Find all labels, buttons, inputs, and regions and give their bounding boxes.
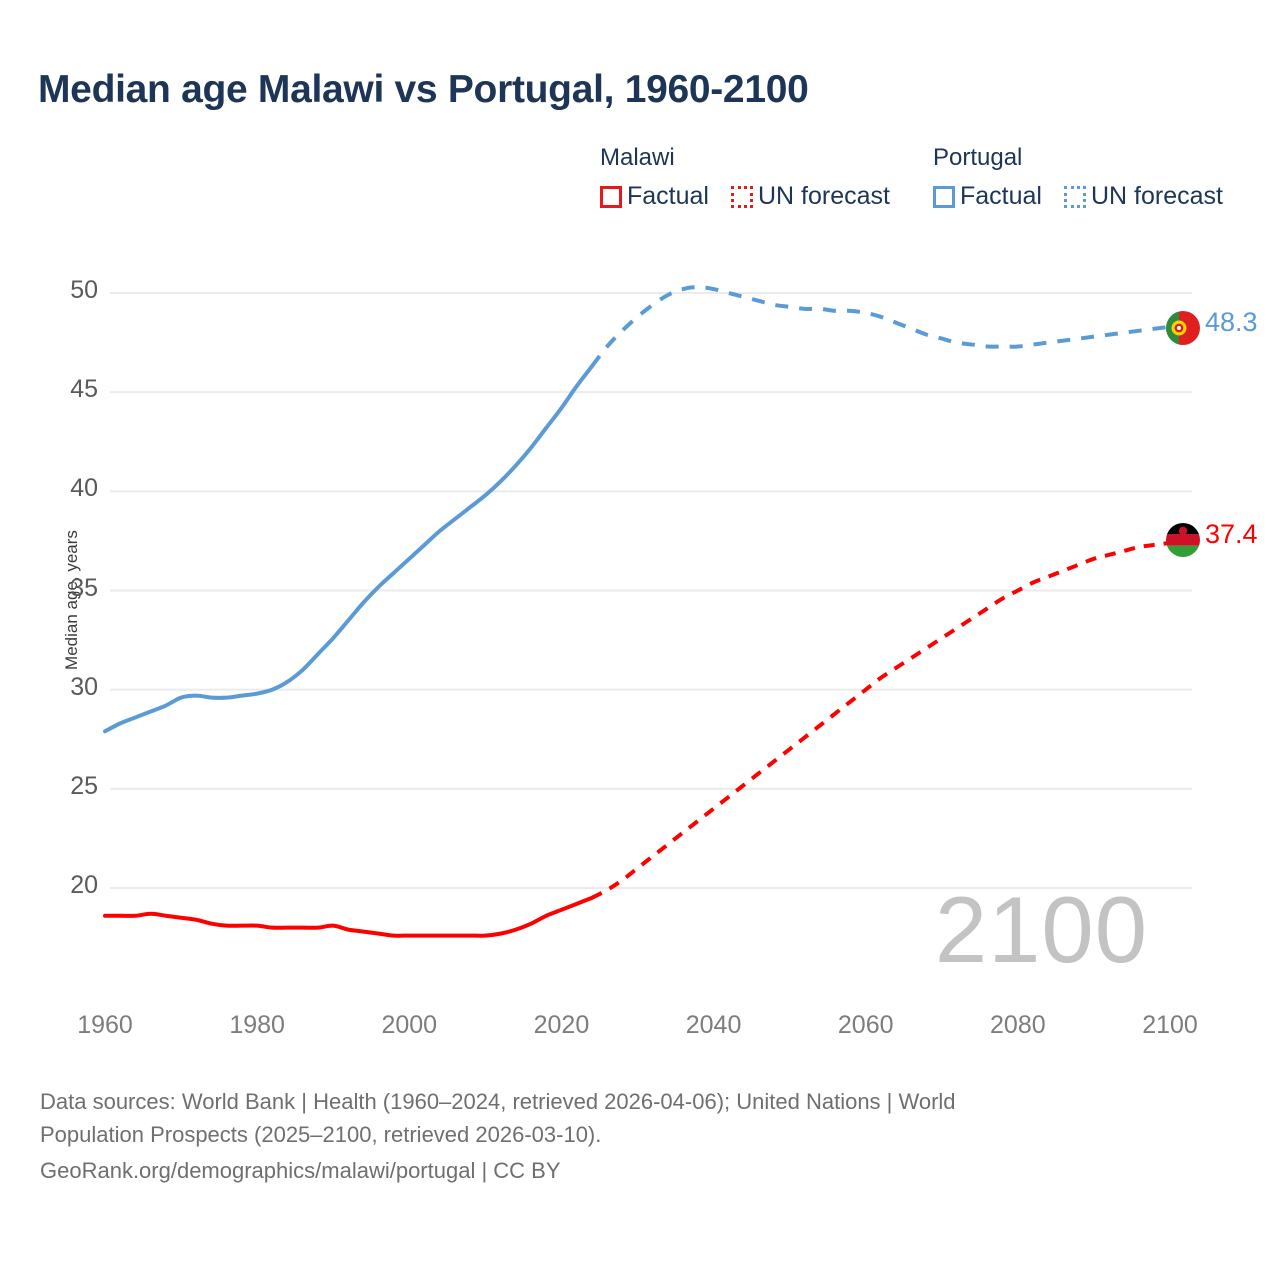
footer-line-2: Population Prospects (2025–2100, retriev… bbox=[40, 1122, 602, 1147]
x-axis-tick-label: 2000 bbox=[381, 1011, 438, 1039]
legend-group-title-malawi: Malawi bbox=[600, 144, 675, 171]
legend-group-portugal: Portugal Factual UN forecast bbox=[933, 143, 1223, 211]
y-axis-tick-label: 50 bbox=[70, 276, 98, 304]
legend-swatch-dotted-icon bbox=[730, 185, 753, 208]
portugal-flag-icon bbox=[1166, 311, 1200, 345]
legend-items-portugal: Factual UN forecast bbox=[933, 182, 1223, 211]
y-axis-tick-label: 20 bbox=[70, 871, 98, 899]
legend-item-malawi-factual[interactable]: Factual bbox=[600, 182, 709, 211]
x-axis-tick-label: 1980 bbox=[229, 1011, 285, 1039]
footer-sources: Data sources: World Bank | Health (1960–… bbox=[40, 1085, 1220, 1187]
x-axis-tick-label: 2060 bbox=[837, 1011, 894, 1039]
legend-item-portugal-factual[interactable]: Factual bbox=[933, 182, 1042, 211]
portugal-end-value: 48.3 bbox=[1205, 307, 1258, 337]
footer-line-3: GeoRank.org/demographics/malawi/portugal… bbox=[40, 1158, 561, 1183]
legend-label: Factual bbox=[960, 182, 1042, 210]
x-axis-tick-label: 2020 bbox=[533, 1011, 590, 1039]
legend-label: Factual bbox=[627, 182, 709, 210]
legend-group-malawi: Malawi Factual UN forecast bbox=[600, 143, 890, 211]
legend-item-portugal-forecast[interactable]: UN forecast bbox=[1063, 182, 1223, 211]
malawi-end-value: 37.4 bbox=[1205, 519, 1258, 549]
x-axis-tick-label: 2080 bbox=[990, 1011, 1046, 1039]
y-axis-tick-label: 30 bbox=[70, 672, 98, 701]
legend-swatch-solid-icon bbox=[600, 185, 622, 208]
legend-swatch-dotted-icon bbox=[1063, 185, 1086, 208]
year-watermark: 2100 bbox=[934, 877, 1148, 982]
legend-label: UN forecast bbox=[757, 182, 890, 210]
legend-swatch-solid-icon bbox=[933, 185, 955, 208]
y-axis-tick-label: 45 bbox=[70, 375, 98, 404]
legend-label: UN forecast bbox=[1090, 182, 1223, 210]
malawi-flag-icon bbox=[1166, 523, 1200, 557]
x-axis-tick-label: 2100 bbox=[1142, 1011, 1198, 1039]
chart-legend: Malawi Factual UN forecast Portugal Fact… bbox=[600, 143, 1260, 223]
page-title: Median age Malawi vs Portugal, 1960-2100 bbox=[38, 68, 809, 111]
legend-items-malawi: Factual UN forecast bbox=[600, 182, 890, 211]
y-axis-tick-label: 25 bbox=[70, 771, 98, 800]
footer-line-1: Data sources: World Bank | Health (1960–… bbox=[40, 1089, 956, 1114]
y-axis-tick-label: 40 bbox=[70, 474, 98, 503]
x-axis-tick-label: 2040 bbox=[685, 1011, 742, 1039]
x-axis-tick-label: 1960 bbox=[77, 1011, 133, 1039]
legend-group-title-portugal: Portugal bbox=[933, 144, 1023, 171]
y-axis-tick-label: 35 bbox=[70, 573, 98, 602]
legend-item-malawi-forecast[interactable]: UN forecast bbox=[730, 182, 890, 211]
